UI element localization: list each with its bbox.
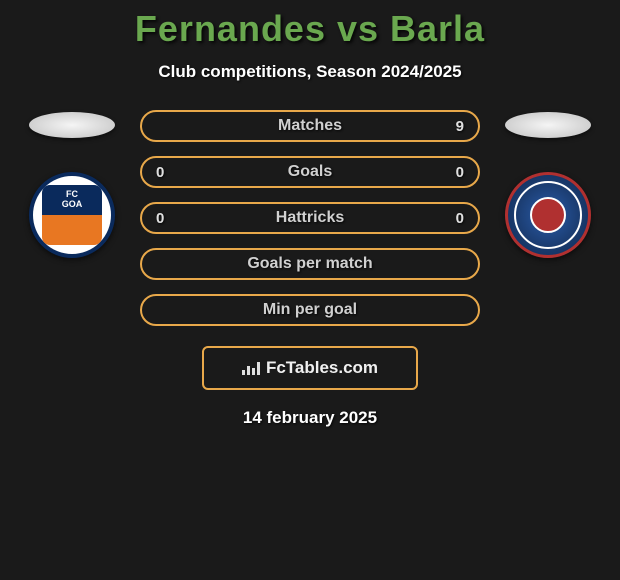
club-badge-goa-inner: FC GOA [42, 185, 102, 245]
stat-label: Hattricks [276, 209, 344, 227]
stat-label: Min per goal [263, 301, 357, 319]
page-title: Fernandes vs Barla [0, 8, 620, 50]
stat-label: Goals [288, 163, 332, 181]
stat-right: 9 [452, 118, 464, 135]
brand-text: FcTables.com [266, 358, 378, 378]
stat-row-matches: Matches 9 [140, 110, 480, 142]
stat-right: 0 [452, 210, 464, 227]
brand-badge[interactable]: FcTables.com [202, 346, 418, 390]
stat-row-min-per-goal: Min per goal [140, 294, 480, 326]
content-row: FC GOA Matches 9 0 Goals 0 0 Hattricks 0 [0, 110, 620, 326]
player-photo-placeholder-left [29, 112, 115, 138]
stat-label: Goals per match [247, 255, 372, 273]
chart-icon [242, 361, 260, 375]
club-badge-goa: FC GOA [29, 172, 115, 258]
stat-row-hattricks: 0 Hattricks 0 [140, 202, 480, 234]
stats-list: Matches 9 0 Goals 0 0 Hattricks 0 Goals … [140, 110, 480, 326]
club-sub: GOA [62, 199, 83, 209]
badge-ring [514, 181, 582, 249]
date-label: 14 february 2025 [0, 408, 620, 428]
stat-right: 0 [452, 164, 464, 181]
stat-row-goals: 0 Goals 0 [140, 156, 480, 188]
right-player-column [498, 110, 598, 258]
club-badge-jamshedpur [505, 172, 591, 258]
left-player-column: FC GOA [22, 110, 122, 258]
stat-label: Matches [278, 117, 342, 135]
stat-row-goals-per-match: Goals per match [140, 248, 480, 280]
player-photo-placeholder-right [505, 112, 591, 138]
stat-left: 0 [156, 164, 168, 181]
comparison-card: Fernandes vs Barla Club competitions, Se… [0, 0, 620, 428]
stat-left: 0 [156, 210, 168, 227]
subtitle: Club competitions, Season 2024/2025 [0, 62, 620, 82]
club-short: FC [66, 189, 78, 199]
